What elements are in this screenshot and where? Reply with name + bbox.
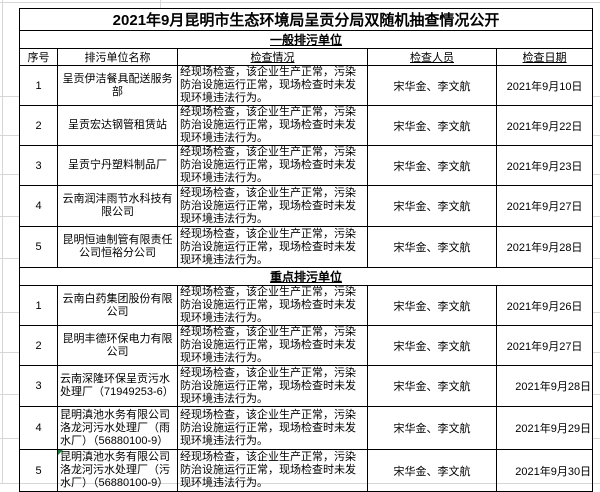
table-row: 4 昆明滇池水务有限公司洛龙河污水处理厂（雨水厂）（56880100-9） 经现场检… <box>19 406 594 450</box>
unit-name: 呈贡宁丹塑料制品厂 <box>57 145 178 186</box>
table-row: 4 云南润沣雨节水科技有限公司 经现场检查，该企业生产正常，污染防治设施运行正常，现… <box>19 185 594 227</box>
table-row: 2 呈贡宏达钢管租赁站 经现场检查，该企业生产正常，污染防治设施运行正常，现场检查时… <box>19 105 594 146</box>
table-row: 1 呈贡伊洁餐具配送服务部 经现场检查，该企业生产正常，污染防治设施运行正常，现场检… <box>19 65 594 106</box>
inspection-date: 2021年9月27日 <box>495 185 594 227</box>
inspection-date: 2021年9月27日 <box>495 325 594 366</box>
margin-gridline <box>0 394 19 395</box>
column-header-unit-name: 排污单位名称 <box>57 48 178 66</box>
margin-gridline <box>593 438 600 439</box>
margin-gridline <box>593 216 600 217</box>
margin-gridline <box>0 2 600 3</box>
column-header-inspection-date: 检查日期 <box>495 48 594 66</box>
row-number: 3 <box>19 365 58 407</box>
unit-name: 云南深隆环保呈贡污水处理厂（71949253-6） <box>57 365 178 407</box>
margin-gridline <box>593 135 600 136</box>
inspection-date: 2021年9月28日 <box>495 365 594 407</box>
inspectors: 宋华金、李文航 <box>367 285 497 326</box>
inspection-date: 2021年9月23日 <box>495 145 594 186</box>
inspection-result: 经现场检查，该企业生产正常，污染防治设施运行正常，现场检查时未发现环境违法行为。 <box>177 145 368 186</box>
margin-gridline <box>0 135 19 136</box>
table-row: 3 云南深隆环保呈贡污水处理厂（71949253-6） 经现场检查，该企业生产正常，… <box>19 365 594 407</box>
inspection-date: 2021年9月22日 <box>495 105 594 146</box>
margin-gridline <box>593 96 600 97</box>
unit-name: 呈贡伊洁餐具配送服务部 <box>57 65 178 106</box>
table-row: 2 昆明丰德环保电力有限公司 经现场检查，该企业生产正常，污染防治设施运行正常，现场… <box>19 325 594 366</box>
inspection-result: 经现场检查，该企业生产正常，污染防治设施运行正常，现场检查时未发现环境违法行为。 <box>177 325 368 366</box>
unit-name: 云南润沣雨节水科技有限公司 <box>57 185 178 227</box>
margin-gridline <box>593 312 600 313</box>
table-row: 5 昆明滇池水务有限公司洛龙河污水处理厂（污水厂）（56880100-9） 经现场检… <box>19 449 594 492</box>
row-number: 5 <box>19 449 58 492</box>
margin-gridline <box>593 174 600 175</box>
table-row: 3 呈贡宁丹塑料制品厂 经现场检查，该企业生产正常，污染防治设施运行正常，现场检查时… <box>19 145 594 186</box>
row-number: 2 <box>19 325 58 366</box>
inspectors: 宋华金、李文航 <box>367 449 497 492</box>
row-number: 2 <box>19 105 58 146</box>
margin-gridline <box>593 258 600 259</box>
unit-name: 云南白药集团股份有限公司 <box>57 285 178 326</box>
margin-gridline <box>0 216 19 217</box>
inspection-result: 经现场检查，该企业生产正常，污染防治设施运行正常，现场检查时未发现环境违法行为。 <box>177 65 368 106</box>
margin-gridline <box>0 312 19 313</box>
inspectors: 宋华金、李文航 <box>367 365 497 407</box>
section-header-row: 重点排污单位 <box>18 267 594 286</box>
inspectors: 宋华金、李文航 <box>367 105 497 146</box>
margin-gridline <box>0 174 19 175</box>
inspectors: 宋华金、李文航 <box>367 226 497 268</box>
margin-gridline <box>0 96 19 97</box>
margin-gridline <box>0 438 19 439</box>
unit-name: 昆明丰德环保电力有限公司 <box>57 325 178 366</box>
inspection-sheet: 2021年9月昆明市生态环境局呈贡分局双随机抽查情况公开 一般排污单位 序号 排… <box>18 8 594 492</box>
inspectors: 宋华金、李文航 <box>367 185 497 227</box>
margin-gridline <box>160 0 161 8</box>
inspectors: 宋华金、李文航 <box>367 406 497 450</box>
unit-name: 呈贡宏达钢管租赁站 <box>57 105 178 146</box>
column-header-row: 序号 排污单位名称 检查情况 检查人员 检查日期 <box>19 48 594 66</box>
inspection-result: 经现场检查，该企业生产正常，污染防治设施运行正常，现场检查时未发现环境违法行为。 <box>177 226 368 268</box>
section-label: 一般排污单位 <box>18 30 594 49</box>
cell-error-marker-icon <box>58 450 63 455</box>
section-label: 重点排污单位 <box>18 267 594 286</box>
inspection-date: 2021年9月26日 <box>495 285 594 326</box>
row-number: 4 <box>19 185 58 227</box>
row-number: 1 <box>19 285 58 326</box>
inspection-result: 经现场检查，该企业生产正常，污染防治设施运行正常，现场检查时未发现环境违法行为。 <box>177 449 368 492</box>
margin-gridline <box>593 352 600 353</box>
inspection-table: 2021年9月昆明市生态环境局呈贡分局双随机抽查情况公开 一般排污单位 序号 排… <box>18 8 594 492</box>
inspection-date: 2021年9月30日 <box>495 449 594 492</box>
inspection-result: 经现场检查，该企业生产正常，污染防治设施运行正常，现场检查时未发现环境违法行为。 <box>177 105 368 146</box>
column-header-inspection-result: 检查情况 <box>177 48 368 66</box>
margin-gridline <box>0 352 19 353</box>
margin-gridline <box>0 258 19 259</box>
unit-name: 昆明滇池水务有限公司洛龙河污水处理厂（雨水厂）（56880100-9） <box>57 406 178 450</box>
table-row: 1 云南白药集团股份有限公司 经现场检查，该企业生产正常，污染防治设施运行正常，现场… <box>19 285 594 326</box>
inspectors: 宋华金、李文航 <box>367 65 497 106</box>
row-number: 4 <box>19 406 58 450</box>
section-header-row: 一般排污单位 <box>18 30 594 49</box>
inspection-date: 2021年9月10日 <box>495 65 594 106</box>
inspection-result: 经现场检查，该企业生产正常，污染防治设施运行正常，现场检查时未发现环境违法行为。 <box>177 285 368 326</box>
unit-name: 昆明滇池水务有限公司洛龙河污水处理厂（污水厂）（56880100-9） <box>57 449 178 492</box>
row-number: 3 <box>19 145 58 186</box>
margin-gridline <box>593 394 600 395</box>
row-number: 1 <box>19 65 58 106</box>
inspection-result: 经现场检查，该企业生产正常，污染防治设施运行正常，现场检查时未发现环境违法行为。 <box>177 406 368 450</box>
table-row: 5 昆明恒迪制管有限责任公司恒裕分公司 经现场检查，该企业生产正常，污染防治设施运行… <box>19 226 594 268</box>
margin-gridline <box>2 0 3 484</box>
inspection-date: 2021年9月29日 <box>495 406 594 450</box>
inspection-date: 2021年9月28日 <box>495 226 594 268</box>
inspection-result: 经现场检查，该企业生产正常，污染防治设施运行正常，现场检查时未发现环境违法行为。 <box>177 365 368 407</box>
page-title: 2021年9月昆明市生态环境局呈贡分局双随机抽查情况公开 <box>18 8 594 31</box>
row-number: 5 <box>19 226 58 268</box>
unit-name: 昆明恒迪制管有限责任公司恒裕分公司 <box>57 226 178 268</box>
column-header-no: 序号 <box>19 48 58 66</box>
inspectors: 宋华金、李文航 <box>367 145 497 186</box>
column-header-inspectors: 检查人员 <box>367 48 497 66</box>
inspection-result: 经现场检查，该企业生产正常，污染防治设施运行正常，现场检查时未发现环境违法行为。 <box>177 185 368 227</box>
inspectors: 宋华金、李文航 <box>367 325 497 366</box>
title-row: 2021年9月昆明市生态环境局呈贡分局双随机抽查情况公开 <box>18 8 594 31</box>
